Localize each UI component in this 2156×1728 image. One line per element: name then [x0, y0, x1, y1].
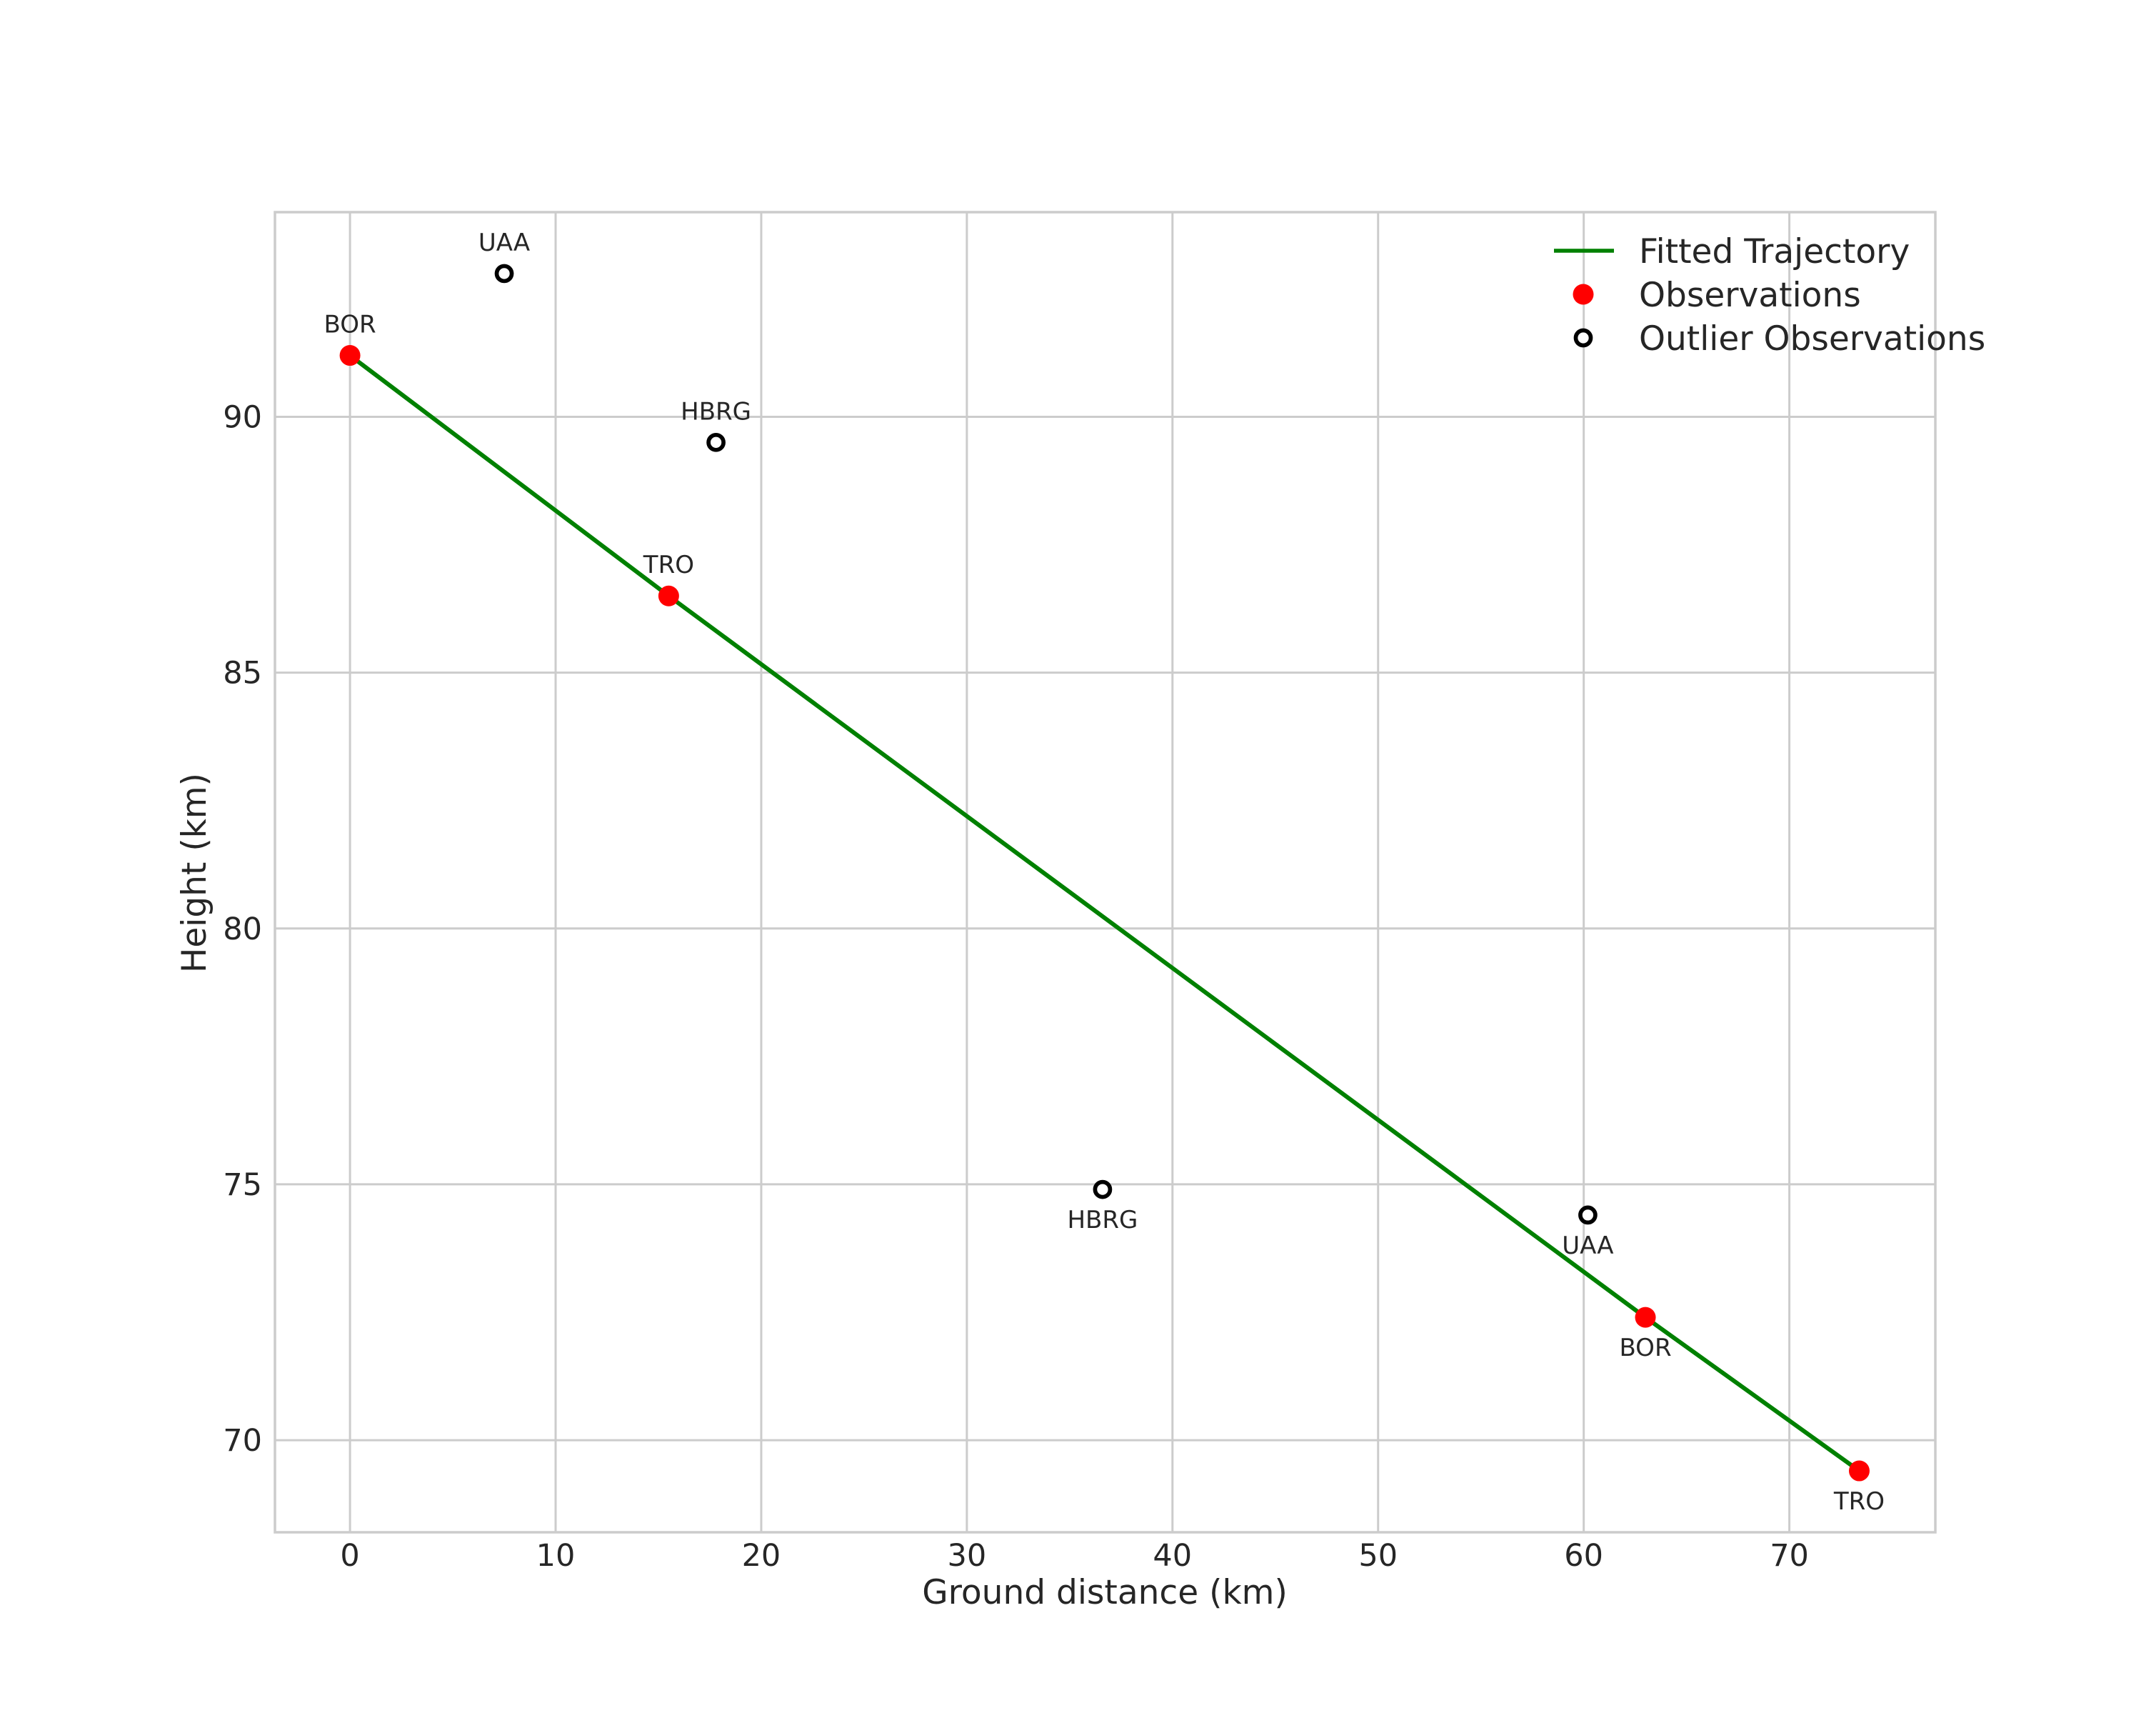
y-tick-label-70: 70 [223, 1423, 262, 1459]
legend-marker-outlier-observations [1573, 328, 1593, 348]
station-label-uaa: UAA [478, 229, 530, 257]
station-label-uaa: UAA [1562, 1232, 1613, 1260]
outlier-point-hbrg [1093, 1179, 1113, 1199]
observation-point-bor [339, 345, 361, 366]
x-tick-label-30: 30 [948, 1538, 987, 1574]
tick-label-layer: 0 10 20 30 40 50 60 70 70 75 80 85 90 [223, 400, 1809, 1574]
outlier-point-hbrg [706, 432, 726, 452]
y-tick-label-80: 80 [223, 912, 262, 947]
legend-label-fitted-trajectory: Fitted Trajectory [1639, 232, 1910, 271]
point-label-layer: BOR TRO BOR TRO UAA HBRG HBRG UAA [324, 229, 1885, 1516]
x-tick-label-70: 70 [1770, 1538, 1809, 1574]
x-tick-label-10: 10 [536, 1538, 576, 1574]
y-tick-label-90: 90 [223, 400, 262, 436]
x-tick-label-20: 20 [742, 1538, 781, 1574]
fitted-trajectory-line [348, 353, 1862, 1474]
station-label-bor: BOR [1619, 1334, 1671, 1362]
x-tick-label-60: 60 [1564, 1538, 1603, 1574]
series-layer [339, 264, 1870, 1482]
station-label-tro: TRO [643, 551, 694, 579]
observation-point-tro [658, 585, 679, 606]
x-axis-label: Ground distance (km) [922, 1573, 1288, 1612]
outlier-point-uaa [494, 264, 514, 284]
x-tick-label-0: 0 [340, 1538, 359, 1574]
legend-marker-observations [1573, 284, 1594, 305]
y-tick-label-85: 85 [223, 656, 262, 691]
legend: Fitted Trajectory Observations Outlier Obs… [1554, 232, 1985, 359]
observation-point-tro [1848, 1460, 1870, 1482]
station-label-hbrg: HBRG [681, 397, 751, 426]
y-axis-label: Height (km) [175, 773, 214, 973]
observation-point-bor [1635, 1307, 1656, 1328]
legend-label-outlier-observations: Outlier Observations [1639, 319, 1985, 359]
station-label-bor: BOR [324, 311, 376, 339]
legend-label-observations: Observations [1639, 276, 1861, 315]
outlier-point-uaa [1578, 1205, 1598, 1225]
y-tick-label-75: 75 [223, 1167, 262, 1203]
station-label-tro: TRO [1833, 1487, 1885, 1516]
x-tick-label-50: 50 [1358, 1538, 1398, 1574]
x-tick-label-40: 40 [1153, 1538, 1192, 1574]
station-label-hbrg: HBRG [1067, 1206, 1138, 1234]
grid-layer [275, 212, 1935, 1532]
plot-frame [274, 211, 1937, 1534]
